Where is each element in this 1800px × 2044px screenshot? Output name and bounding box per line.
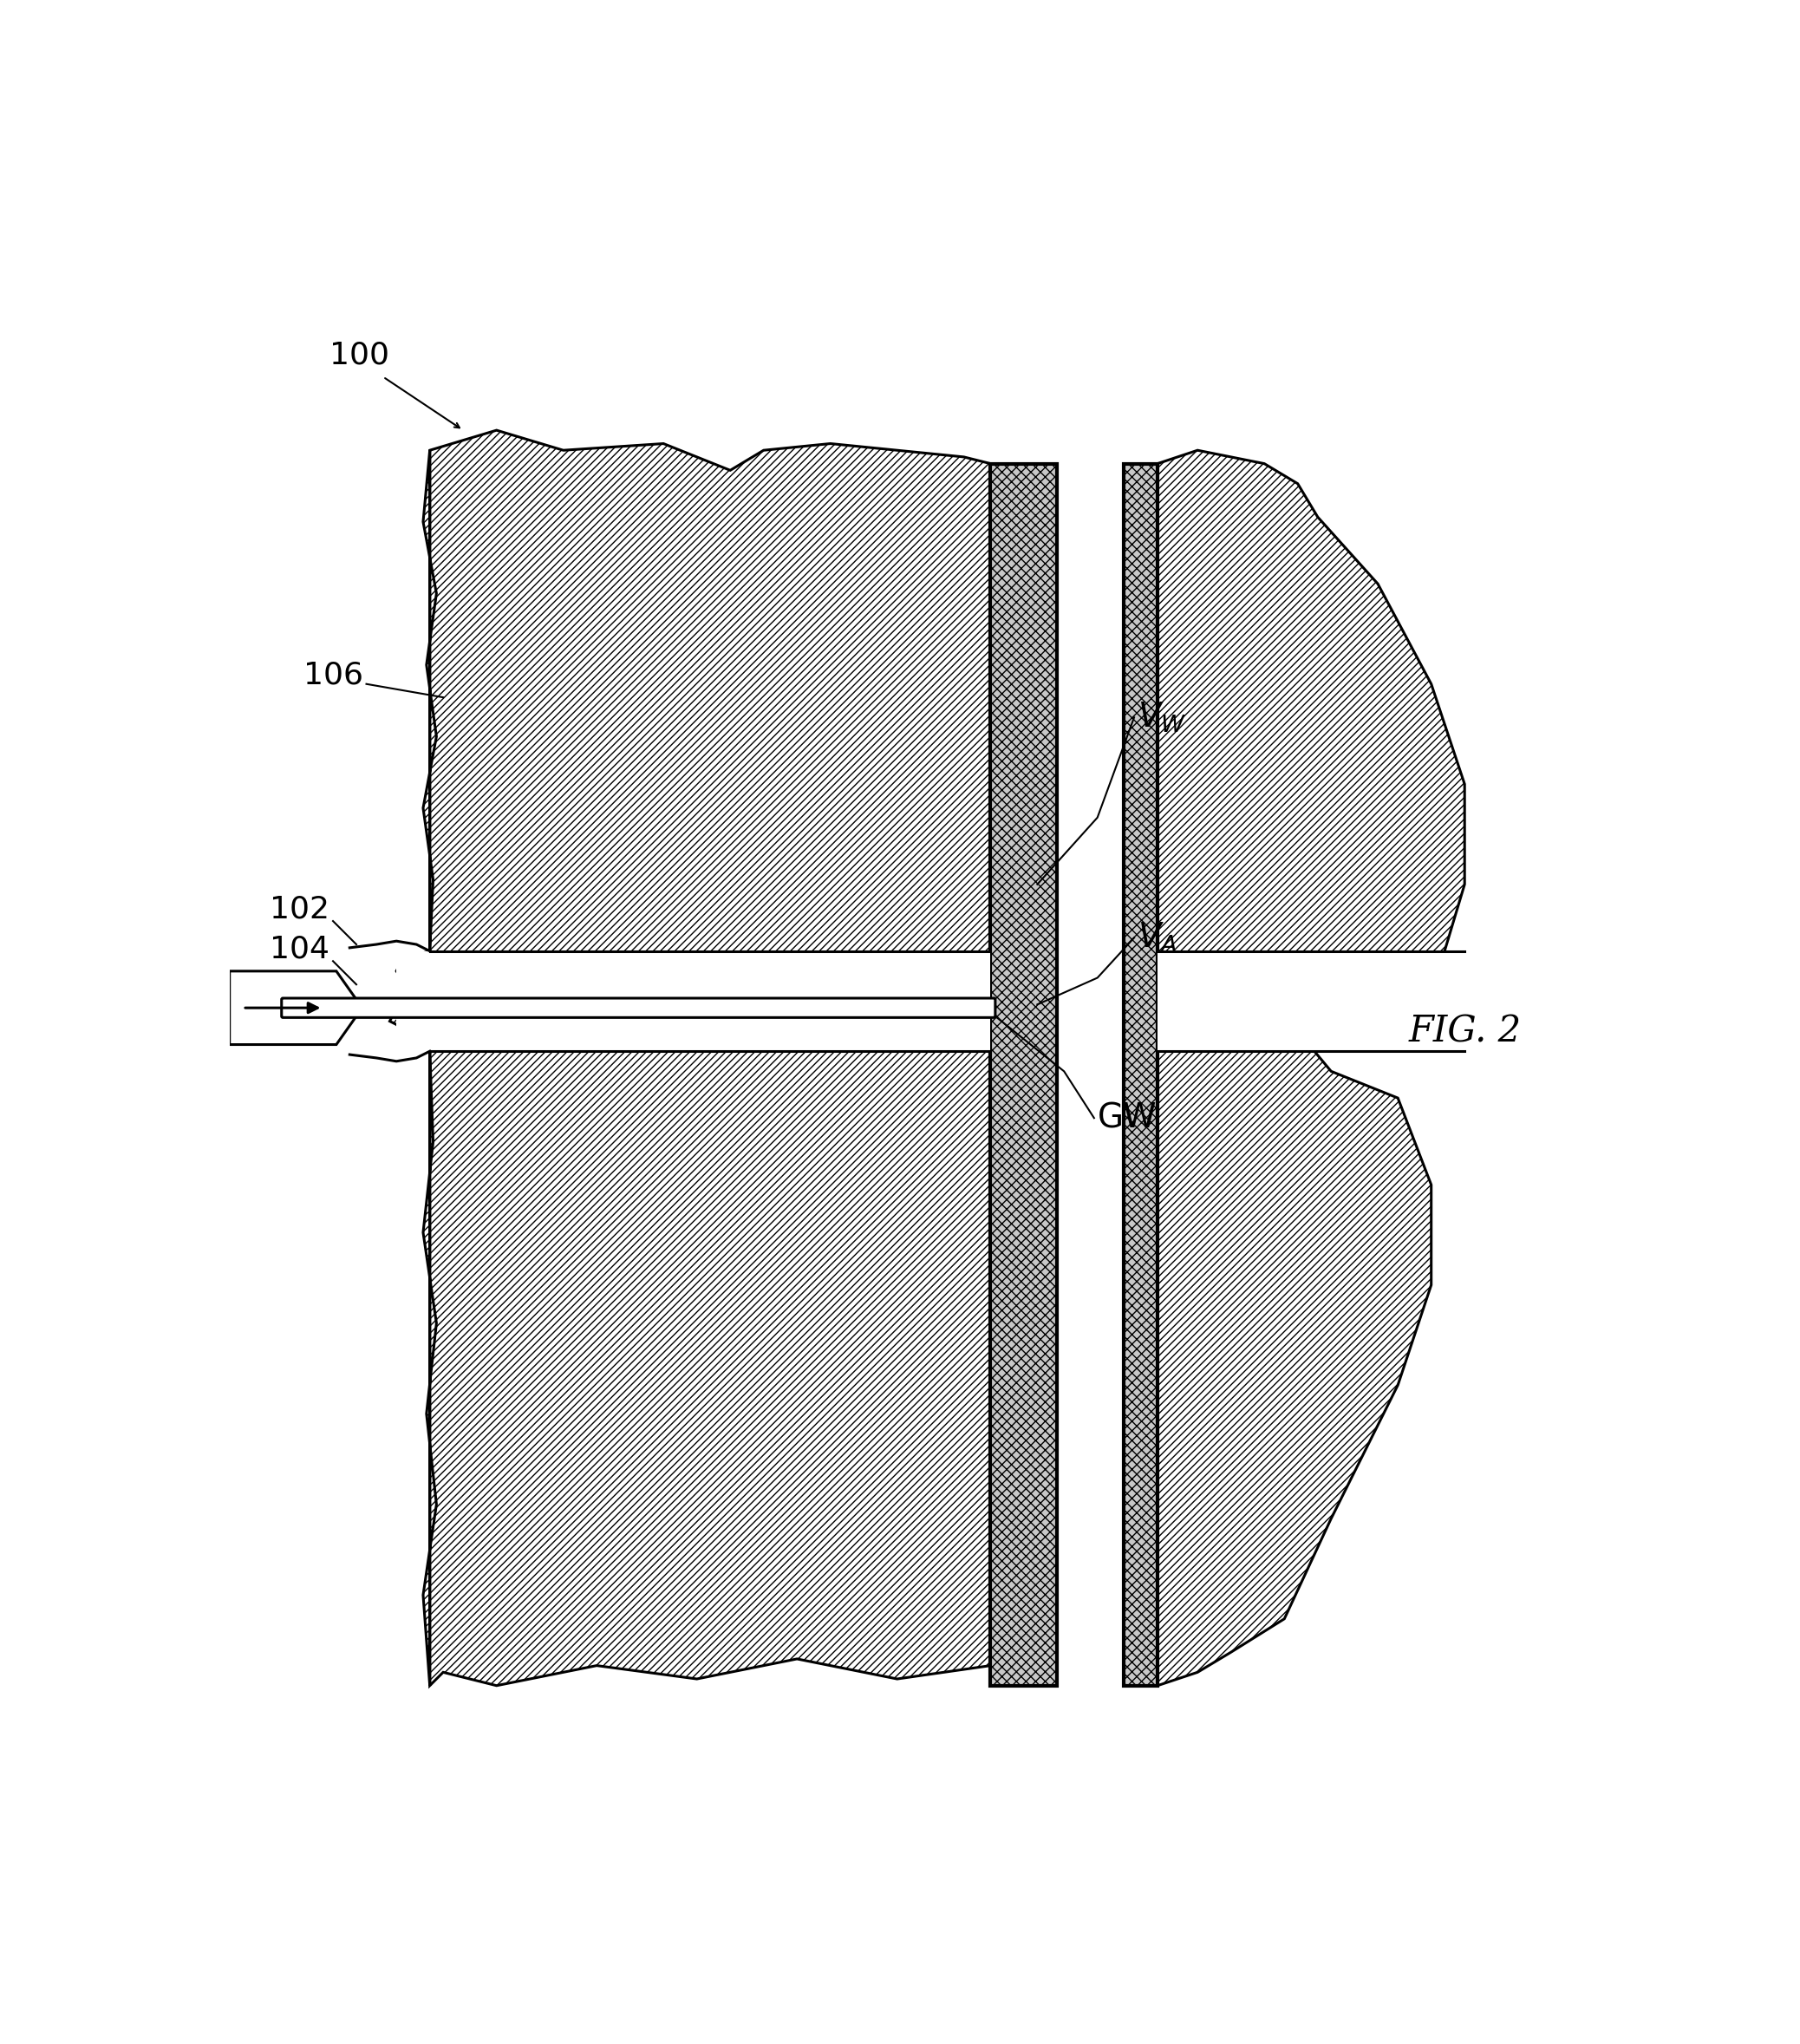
Bar (1157, 950, 1465, 1051)
Bar (396, 950, 990, 1051)
Polygon shape (391, 429, 990, 1686)
Text: $V_W$: $V_W$ (1138, 701, 1186, 734)
Text: GW: GW (1098, 1102, 1157, 1134)
Bar (1057, 464, 1125, 1686)
Polygon shape (1125, 464, 1157, 1686)
Polygon shape (230, 971, 356, 1044)
Text: 106: 106 (302, 660, 364, 691)
Text: 104: 104 (270, 934, 329, 965)
Text: FIG. 2: FIG. 2 (1408, 1014, 1521, 1049)
FancyBboxPatch shape (281, 997, 995, 1018)
Text: 102: 102 (270, 895, 329, 924)
Polygon shape (990, 464, 1057, 1686)
Text: 100: 100 (329, 339, 389, 370)
Text: $V_A$: $V_A$ (1138, 920, 1177, 955)
Polygon shape (1157, 450, 1465, 1686)
